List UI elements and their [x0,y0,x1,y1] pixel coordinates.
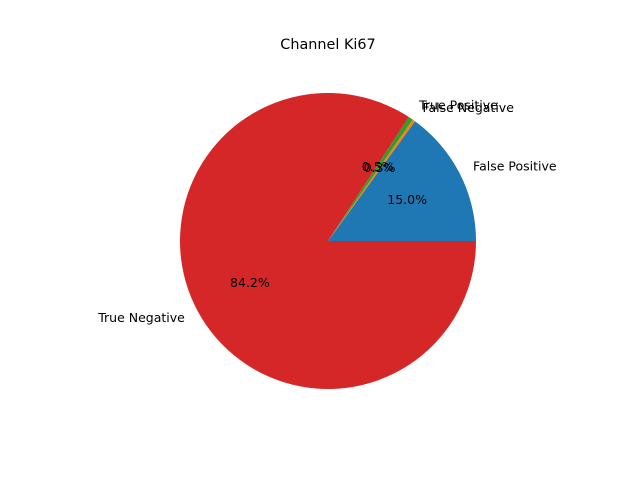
slice-label-true-positive: True Positive [418,98,498,113]
pct-label-true-negative: 84.2% [230,275,270,290]
pie-labels: False Positive 15.0% False Negative 0.3% Tru… [97,98,557,325]
slice-label-true-negative: True Negative [97,310,185,325]
pie-slice-true-positive [328,117,413,241]
pie-slice-false-positive [328,121,476,241]
chart-title: Channel Ki67 [280,37,375,53]
pct-label-true-positive: 0.5% [362,159,394,174]
pie-slices [180,93,476,390]
slice-label-false-positive: False Positive [473,159,557,174]
pct-label-false-negative: 0.3% [364,160,396,175]
pie-slice-true-negative [180,93,476,390]
pct-label-false-positive: 15.0% [387,192,427,207]
pie-slice-false-negative [328,119,415,241]
slice-label-false-negative: False Negative [422,100,514,115]
